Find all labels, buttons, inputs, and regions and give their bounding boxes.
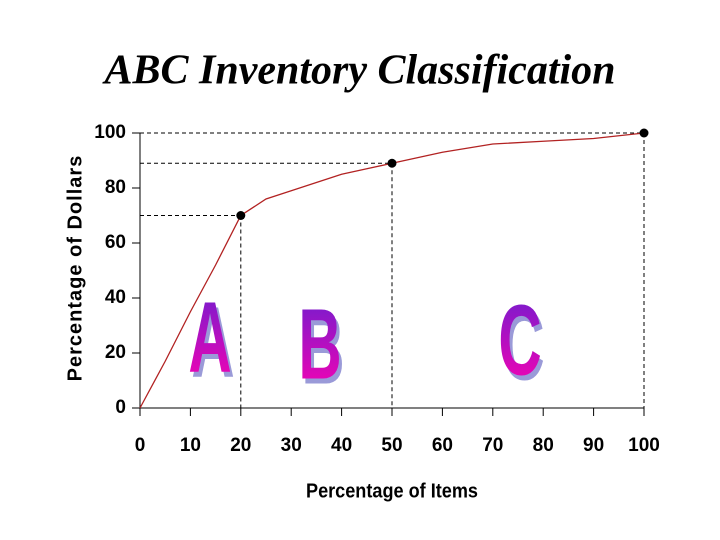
y-tick-label: 60 — [105, 232, 126, 253]
y-tick-label: 20 — [105, 342, 126, 363]
annotation-shadow: B — [301, 294, 344, 406]
x-tick-label: 10 — [180, 435, 201, 456]
x-tick-label: 80 — [533, 435, 554, 456]
annotation: B — [298, 289, 341, 401]
x-tick-label: 40 — [331, 435, 352, 456]
x-tick-label: 0 — [135, 435, 146, 456]
annotation-shadow: C — [501, 290, 544, 402]
x-tick-label: 20 — [230, 435, 251, 456]
x-tick-label: 70 — [482, 435, 503, 456]
x-tick-label: 100 — [628, 435, 660, 456]
x-tick-label: 90 — [583, 435, 604, 456]
point — [387, 158, 397, 168]
y-tick-label: 0 — [115, 397, 126, 418]
y-tick-label: 80 — [105, 177, 126, 198]
x-tick-label: 30 — [281, 435, 302, 456]
annotation: C — [498, 285, 541, 397]
point — [639, 128, 649, 138]
x-axis-title: Percentage of Items — [306, 480, 478, 502]
line — [139, 132, 645, 409]
annotation: A — [188, 282, 231, 394]
y-tick-label: 100 — [94, 122, 126, 143]
x-tick-label: 60 — [432, 435, 453, 456]
y-axis-title: Percentage of Dollars — [64, 155, 86, 382]
annotation-shadow: A — [191, 287, 234, 399]
y-tick-label: 40 — [105, 287, 126, 308]
point — [236, 211, 246, 220]
chart-title: ABC Inventory Classification — [101, 48, 615, 94]
x-tick-label: 50 — [381, 435, 402, 456]
